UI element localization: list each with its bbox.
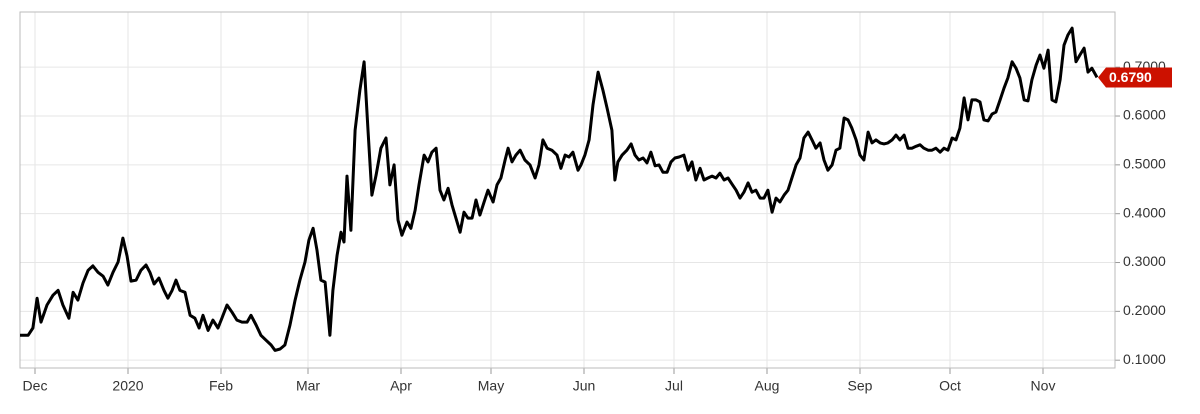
x-tick-label: Jul xyxy=(665,378,683,394)
current-price-label: 0.6790 xyxy=(1109,69,1152,85)
x-tick-label: Sep xyxy=(848,378,873,394)
x-tick-label: Aug xyxy=(755,378,780,394)
price-line xyxy=(20,26,1099,352)
x-tick-label: Nov xyxy=(1031,378,1056,394)
plot-frame xyxy=(19,11,1116,369)
y-tick-label: 0.4000 xyxy=(1123,204,1166,220)
x-tick-label: Feb xyxy=(209,378,233,394)
current-price-marker xyxy=(1098,67,1172,88)
x-tick-label: May xyxy=(478,378,504,394)
x-tick-label: Oct xyxy=(939,378,961,394)
y-tick-label: 0.2000 xyxy=(1123,302,1166,318)
x-tick-label: 2020 xyxy=(112,378,143,394)
current-price-tag: 0.6790 xyxy=(1098,67,1172,88)
y-tick-label: 0.6000 xyxy=(1123,107,1166,123)
y-tick-label: 0.5000 xyxy=(1123,156,1166,172)
x-tick-label: Jun xyxy=(573,378,596,394)
x-tick-label: Dec xyxy=(23,378,48,394)
y-tick-label: 0.1000 xyxy=(1123,351,1166,367)
y-tick-label: 0.3000 xyxy=(1123,253,1166,269)
x-tick-label: Apr xyxy=(390,378,412,394)
x-tick-label: Mar xyxy=(296,378,320,394)
